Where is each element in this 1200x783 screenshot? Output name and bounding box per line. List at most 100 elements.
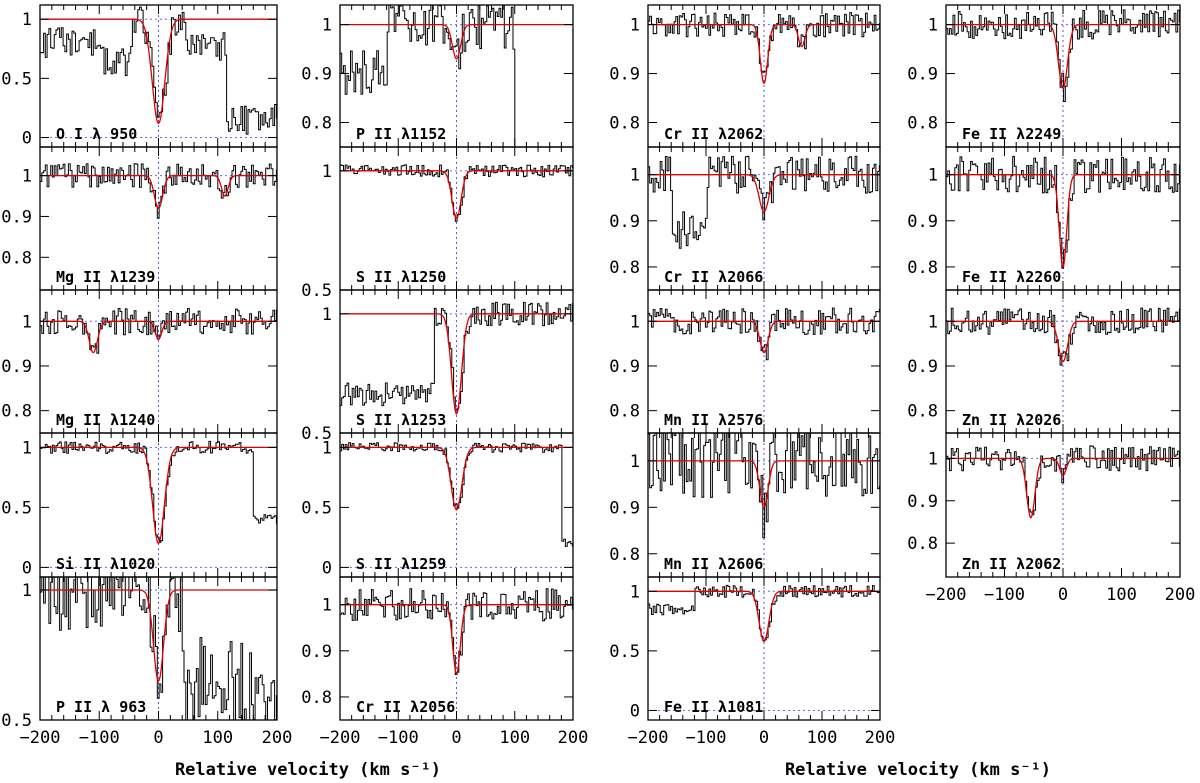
y-tick-label: 0.9 (1, 357, 32, 377)
y-tick-label: 0.5 (301, 281, 332, 301)
spectrum-panel: 0.8 0.9 1 Mn II λ2606 (609, 432, 881, 578)
y-tick-label: 0.9 (907, 492, 938, 512)
voigt-fit-line (40, 18, 277, 125)
ion-label: Si II λ1020 (56, 555, 155, 573)
y-tick-label: 0.5 (301, 424, 332, 444)
x-tick-label: 200 (1165, 585, 1196, 605)
voigt-fit-line (340, 604, 573, 676)
x-tick-label: 100 (499, 728, 530, 748)
voigt-fit-line (40, 589, 277, 682)
y-tick-label: 1 (928, 312, 938, 332)
observed-spectrum (40, 6, 277, 135)
x-axis-title-left: Relative velocity (km s⁻¹) (175, 760, 441, 780)
y-tick-label: 1 (322, 438, 332, 458)
y-tick-label: 0.9 (1, 207, 32, 227)
y-tick-label: 1 (928, 16, 938, 36)
y-tick-label: 1 (22, 167, 32, 187)
x-tick-label: 100 (1106, 585, 1137, 605)
ion-label: O I λ 950 (56, 125, 137, 143)
ion-label: Zn II λ2026 (962, 411, 1061, 429)
y-tick-label: 0 (22, 129, 32, 149)
observed-spectrum (946, 155, 1180, 269)
ion-label: P II λ 963 (56, 698, 146, 716)
ion-label: Fe II λ2260 (962, 268, 1061, 286)
voigt-fit-line (946, 23, 1180, 90)
voigt-fit-line (648, 590, 880, 643)
ion-label: P II λ1152 (356, 125, 446, 143)
voigt-fit-line (340, 23, 573, 60)
y-tick-label: 1 (22, 312, 32, 332)
y-tick-label: 0.5 (1, 498, 32, 518)
y-tick-label: 1 (322, 305, 332, 325)
spectrum-panel: 0.5 1 P II λ 963 −200 −100 0 100 200 (1, 576, 292, 748)
observed-spectrum (340, 164, 573, 222)
ion-label: Fe II λ1081 (664, 698, 763, 716)
x-tick-label: −100 (984, 585, 1025, 605)
y-tick-label: 0.9 (907, 212, 938, 232)
y-tick-label: 0 (22, 558, 32, 578)
observed-spectrum (648, 307, 880, 361)
y-tick-label: 0.8 (907, 534, 938, 554)
voigt-fit-line (946, 457, 1180, 519)
spectrum-panel: 0.8 0.9 1 Mn II λ2576 (609, 289, 881, 434)
observed-spectrum (648, 433, 880, 539)
y-tick-label: 0.9 (609, 65, 640, 85)
observed-spectrum (340, 5, 516, 147)
x-tick-label: 0 (153, 728, 163, 748)
spectrum-panel: 0.8 0.9 1 Zn II λ2062 −200 −100 0 100 200 (907, 432, 1196, 605)
ion-label: Mg II λ1240 (56, 411, 155, 429)
ion-label: Mn II λ2576 (664, 411, 763, 429)
x-tick-label: −200 (20, 728, 61, 748)
y-tick-label: 1 (928, 449, 938, 469)
ion-label: S II λ1250 (356, 268, 446, 286)
y-tick-label: 0.8 (907, 114, 938, 134)
voigt-fit-line (648, 23, 880, 85)
observed-spectrum (946, 307, 1180, 366)
ion-label: Fe II λ2249 (962, 125, 1061, 143)
x-tick-label: −100 (686, 728, 727, 748)
observed-spectrum (40, 440, 277, 543)
spectrum-panel: 0.8 0.9 1 Fe II λ2249 (907, 4, 1181, 148)
x-tick-label: −200 (320, 728, 361, 748)
y-tick-label: 0.9 (907, 65, 938, 85)
spectrum-panel: 0.8 0.9 1 Cr II λ2066 (609, 146, 881, 291)
x-tick-label: 200 (558, 728, 589, 748)
y-tick-label: 1 (630, 452, 640, 472)
observed-spectrum (648, 584, 880, 641)
x-tick-label: 0 (1058, 585, 1068, 605)
y-tick-label: 1 (22, 438, 32, 458)
y-tick-label: 0.9 (301, 65, 332, 85)
y-tick-label: 0.8 (609, 402, 640, 422)
ion-label: S II λ1259 (356, 555, 446, 573)
observed-spectrum (648, 12, 880, 73)
y-tick-label: 0.9 (907, 357, 938, 377)
y-tick-label: 0.9 (609, 357, 640, 377)
spectrum-panel: 0.5 1 S II λ1250 (301, 146, 574, 301)
observed-spectrum (40, 577, 277, 720)
y-tick-label: 0.8 (907, 402, 938, 422)
spectrum-panel: 0 0.5 1 Fe II λ1081 −200 −100 0 100 200 (609, 576, 895, 748)
x-tick-label: 100 (807, 728, 838, 748)
observed-spectrum (648, 155, 880, 249)
y-tick-label: 0.8 (609, 114, 640, 134)
voigt-fit-line (946, 174, 1180, 269)
ion-label: S II λ1253 (356, 411, 446, 429)
y-tick-label: 1 (630, 312, 640, 332)
y-tick-label: 0.5 (301, 498, 332, 518)
y-tick-label: 0.5 (609, 642, 640, 662)
y-tick-label: 0.5 (1, 711, 32, 731)
y-tick-label: 1 (630, 166, 640, 186)
voigt-fit-line (648, 174, 880, 213)
y-tick-label: 0.8 (609, 258, 640, 278)
spectrum-panel: 0.8 0.9 1 Fe II λ2260 (907, 146, 1181, 291)
y-tick-label: 1 (630, 582, 640, 602)
x-tick-label: −100 (79, 728, 120, 748)
observed-spectrum (946, 9, 1180, 102)
voigt-fit-line (340, 170, 573, 220)
y-tick-label: 0.8 (609, 545, 640, 565)
y-tick-label: 0.9 (609, 212, 640, 232)
y-tick-label: 1 (22, 10, 32, 30)
y-tick-label: 0.5 (1, 69, 32, 89)
ion-label: Mg II λ1239 (56, 268, 155, 286)
